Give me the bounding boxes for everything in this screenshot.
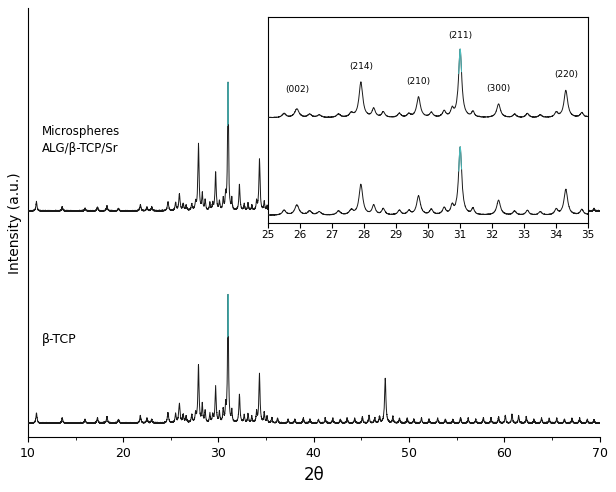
Text: β-TCP: β-TCP	[42, 333, 77, 346]
Text: Microspheres
ALG/β-TCP/Sr: Microspheres ALG/β-TCP/Sr	[42, 125, 121, 155]
X-axis label: 2θ: 2θ	[304, 465, 324, 484]
Y-axis label: Intensity (a.u.): Intensity (a.u.)	[9, 172, 22, 274]
